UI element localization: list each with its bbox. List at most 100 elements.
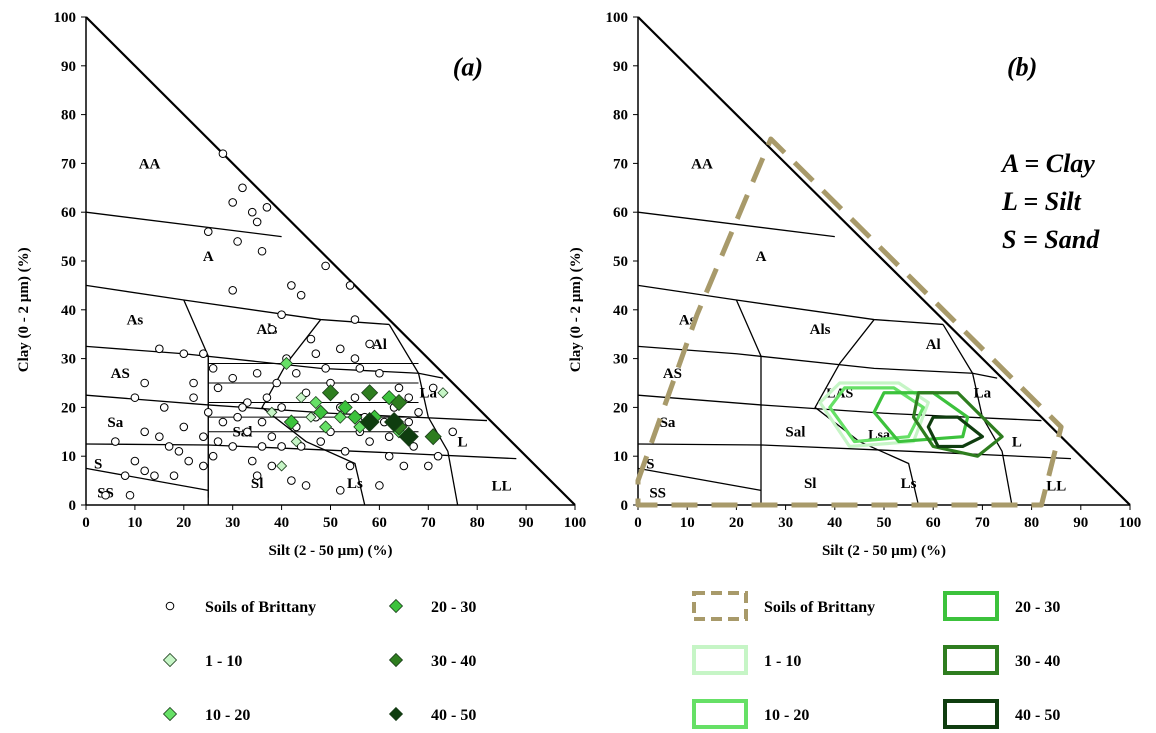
- point-soils-of-brittany: [384, 451, 394, 461]
- texture-boundary-line: [388, 324, 459, 506]
- texture-boundary-line: [814, 319, 920, 506]
- point-soils-of-brittany: [233, 412, 242, 422]
- x-tick-label: 100: [564, 515, 587, 531]
- region-label-ss: SS: [649, 486, 666, 502]
- region-label-aa: AA: [691, 156, 713, 172]
- point-20-30: [347, 409, 363, 425]
- point-soils-of-brittany: [243, 427, 252, 437]
- x-tick-label: 20: [729, 515, 744, 531]
- x-tick-label: 100: [1119, 515, 1142, 531]
- y-tick-label: 20: [613, 400, 628, 416]
- x-tick-label: 70: [975, 515, 990, 531]
- point-1-10: [276, 460, 288, 472]
- panel-b: 0 10 20 30 40 50 60 70 80 90 100 0 10 20 30 40 50 60 70 80 9…: [568, 10, 1141, 559]
- point-soils-of-brittany: [169, 471, 179, 481]
- x-tick-label: 70: [421, 515, 436, 531]
- point-soils-of-brittany: [184, 456, 193, 466]
- point-soils-of-brittany: [228, 442, 237, 451]
- texture-boundary-line: [85, 443, 517, 460]
- legend-a: Soils of Brittany 1 - 10 10 - 20 20 - 30 30 …: [162, 598, 476, 724]
- point-soils-of-brittany: [409, 442, 418, 451]
- point-soils-of-brittany: [267, 325, 277, 334]
- legend-label-soils-of-brittany: Soils of Brittany: [764, 599, 875, 616]
- point-soils-of-brittany: [111, 437, 120, 446]
- y-tick-label: 10: [613, 449, 628, 465]
- x-axis-label: Silt (2 - 50 µm) (%): [822, 543, 946, 559]
- legend-label-20-30: 20 - 30: [1015, 599, 1060, 616]
- legend-label-1-10: 1 - 10: [205, 653, 242, 670]
- point-soils-of-brittany: [277, 442, 286, 451]
- texture-boundary-line: [183, 299, 209, 505]
- point-soils-of-brittany: [208, 364, 218, 373]
- legend-label-10-20: 10 - 20: [205, 707, 250, 724]
- point-soils-of-brittany: [218, 417, 228, 427]
- point-40-50: [398, 426, 419, 447]
- texture-boundary-line: [637, 443, 1071, 460]
- point-soils-of-brittany: [257, 246, 267, 256]
- texture-boundary-line: [637, 394, 1042, 422]
- region-label-al: Al: [926, 337, 941, 353]
- envelope-1-10: [818, 381, 930, 449]
- point-soils-of-brittany: [228, 198, 237, 207]
- legend-marker-30-40: [388, 652, 404, 668]
- point-soils-of-brittany: [130, 456, 140, 466]
- envelope-soils-of-brittany: [635, 136, 1064, 508]
- legend-label-10-20: 10 - 20: [764, 707, 809, 724]
- y-tick-label: 70: [61, 156, 76, 172]
- point-10-20: [309, 395, 323, 410]
- legend-b: Soils of Brittany 1 - 10 10 - 20 20 - 30 30 …: [692, 591, 1060, 729]
- point-soils-of-brittany: [179, 349, 189, 359]
- x-tick-label: 10: [680, 515, 695, 531]
- point-soils-of-brittany: [384, 432, 394, 441]
- texture-boundary-line: [637, 345, 998, 379]
- x-tick-label: 10: [127, 515, 142, 531]
- point-40-50: [384, 411, 405, 433]
- point-20-30: [283, 414, 299, 430]
- point-soils-of-brittany: [350, 354, 360, 363]
- point-soils-of-brittany: [257, 442, 267, 451]
- x-tick-label: 0: [634, 515, 642, 531]
- point-soils-of-brittany: [316, 437, 326, 446]
- texture-boundary-line: [85, 467, 209, 491]
- point-soils-of-brittany: [252, 217, 262, 227]
- y-axis-label: Clay (0 - 2 µm) (%): [568, 247, 584, 372]
- legend-label-40-50: 40 - 50: [431, 707, 476, 724]
- y-tick-label: 100: [54, 10, 77, 26]
- x-tick-label: 90: [1073, 515, 1088, 531]
- point-soils-of-brittany: [365, 339, 374, 349]
- panel-label-b: (b): [1007, 53, 1037, 82]
- point-soils-of-brittany: [179, 422, 189, 432]
- region-label-as: AS: [111, 366, 130, 382]
- y-tick-label: 90: [613, 59, 628, 75]
- texture-boundary-line: [942, 324, 1013, 506]
- point-soils-of-brittany: [203, 407, 213, 417]
- point-1-10: [290, 435, 302, 448]
- point-10-20: [333, 410, 347, 424]
- y-tick-label: 0: [69, 498, 77, 514]
- region-label-l: L: [1012, 434, 1022, 450]
- region-label-ll: LL: [1046, 478, 1066, 494]
- point-soils-of-brittany: [252, 368, 262, 378]
- point-soils-of-brittany: [345, 281, 355, 290]
- point-soils-of-brittany: [199, 349, 208, 359]
- legend-swatch-soils-of-brittany: [692, 591, 748, 621]
- point-soils-of-brittany: [321, 364, 330, 373]
- point-soils-of-brittany: [399, 461, 409, 471]
- x-tick-label: 30: [225, 515, 240, 531]
- point-soils-of-brittany: [213, 437, 223, 446]
- point-soils-of-brittany: [301, 481, 311, 490]
- legend-marker-soils-of-brittany: [165, 601, 175, 611]
- point-1-10: [266, 406, 278, 418]
- point-soils-of-brittany: [120, 471, 130, 481]
- panel-label-a: (a): [453, 53, 483, 82]
- x-tick-label: 60: [926, 515, 941, 531]
- x-axis-label: Silt (2 - 50 µm) (%): [268, 543, 392, 559]
- legend-label-soils-of-brittany: Soils of Brittany: [205, 599, 316, 616]
- point-soils-of-brittany: [272, 378, 282, 388]
- point-soils-of-brittany: [203, 227, 213, 237]
- region-label-la: La: [974, 386, 992, 402]
- point-soils-of-brittany: [189, 393, 198, 402]
- point-soils-of-brittany: [350, 393, 360, 402]
- region-label-sl: Sl: [251, 476, 264, 492]
